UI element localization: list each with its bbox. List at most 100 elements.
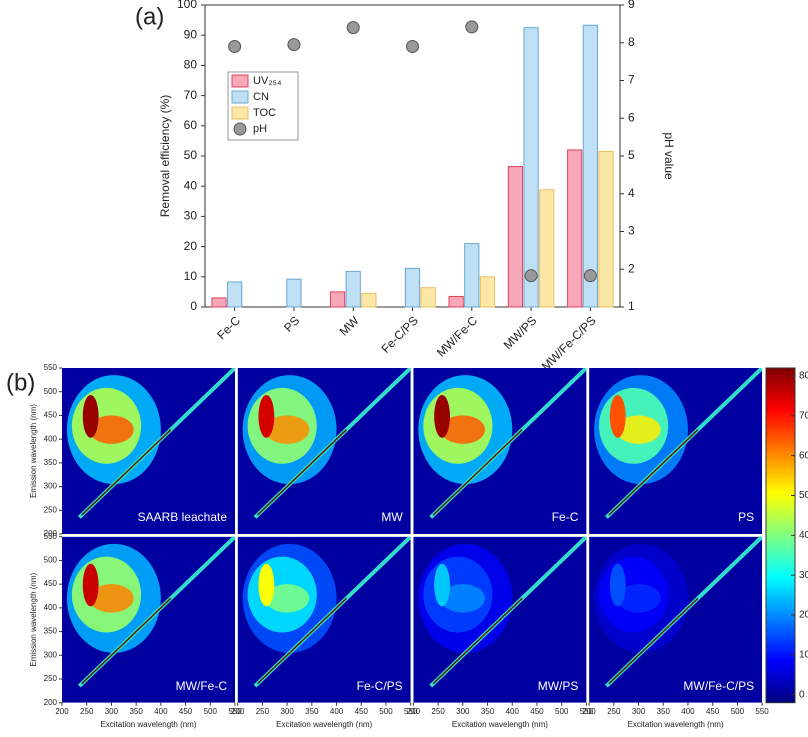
x-tick-label: 400 [681,707,695,716]
legend-label: pH [253,123,267,135]
contour-inner [264,584,310,613]
bar [211,297,227,308]
y2-tick-label: 1 [628,299,635,313]
legend-label: CN [253,91,269,103]
x-axis-label: Excitation wavelength (nm) [276,720,372,729]
bar [404,267,421,308]
scatter-core [608,429,699,516]
colorbar-tick-label: 600 [799,450,808,461]
scatter-core [256,597,347,685]
peak-blob [434,563,450,607]
y-tick-label: 0 [190,299,197,313]
panel-name: SAARB leachate [138,510,228,524]
x-axis-label: Excitation wavelength (nm) [100,720,196,729]
y2-tick-label: 4 [628,186,635,200]
y2-tick-label: 3 [628,224,635,238]
eem-panel [589,368,763,534]
x-tick-label: 350 [129,707,143,716]
legend-swatch [233,122,247,136]
colorbar-tick-label: 400 [799,530,808,541]
legend-swatch [231,90,249,104]
eem-panel [237,536,411,703]
peak-blob [434,395,450,438]
ph-point [228,40,242,54]
y-tick-label: 60 [184,118,198,132]
colorbar-tick-label: 200 [799,610,808,621]
y-tick-label: 500 [44,387,58,396]
bar [329,291,346,308]
x-tick-label: 250 [80,707,94,716]
x-tick-label: 250 [256,707,270,716]
bar [464,243,480,308]
y-tick-label: 90 [184,27,198,41]
panel-name: MW [381,510,403,524]
y-axis-label: Emission wavelength (nm) [29,404,38,498]
x-tick-label: 300 [456,707,470,716]
x-axis-label: Excitation wavelength (nm) [628,720,724,729]
x-tick-label: 350 [657,707,671,716]
y-axis-label: Removal efficiency (%) [158,95,172,217]
y-tick-label: 550 [44,363,58,372]
colorbar-tick-label: 700 [799,410,808,421]
colorbar-tick-label: 800 [799,371,808,382]
y2-tick-label: 8 [628,35,635,49]
colorbar-tick-label: 500 [799,490,808,501]
y2-tick-label: 6 [628,110,635,124]
scatter-core [432,429,523,516]
contour-inner [89,584,134,613]
y-tick-label: 400 [44,603,58,612]
x-tick-label: Fe-C [214,313,243,342]
x-tick-label: 550 [755,707,769,716]
y-tick-label: 450 [44,579,58,588]
bar [507,166,524,308]
x-tick-label: 400 [154,707,168,716]
colorbar-tick-label: 0 [799,689,805,700]
panel-name: Fe-C [552,510,579,524]
bar [448,295,464,308]
x-tick-label: 250 [431,707,445,716]
peak-blob [609,563,626,607]
contour-inner [616,584,661,613]
eem-panel [62,536,235,703]
y-tick-label: 50 [184,148,198,162]
panel-name: MW/PS [538,679,579,693]
peak-blob [258,563,275,607]
ph-point [524,269,538,283]
y-tick-label: 80 [184,58,198,72]
x-tick-label: 200 [582,707,596,716]
bar [361,292,377,308]
panel-label: (b) [6,369,35,396]
y2-tick-label: 9 [628,0,635,11]
scatter-core [81,429,172,516]
contour-inner [440,584,486,613]
x-tick-label: MW/Fe-C [434,313,480,359]
panel-name: MW/Fe-C [176,679,228,693]
x-axis-label: Excitation wavelength (nm) [452,720,548,729]
x-tick-label: 300 [632,707,646,716]
bar [598,150,614,308]
y-tick-label: 550 [44,532,58,541]
x-tick-label: Fe-C/PS [378,313,420,355]
x-tick-label: 400 [506,707,520,716]
x-tick-label: MW/PS [501,313,540,352]
y-tick-label: 400 [44,434,58,443]
x-tick-label: 500 [204,707,218,716]
legend-swatch [231,74,249,88]
colorbar [765,367,796,704]
scatter-core [81,597,172,685]
x-tick-label: PS [281,313,302,334]
y2-tick-label: 5 [628,148,635,162]
ph-point [346,21,360,35]
y-tick-label: 20 [184,239,198,253]
legend-swatch [231,106,249,120]
x-tick-label: 200 [55,707,69,716]
eem-panel [413,368,587,534]
contour-inner [89,415,134,444]
y-tick-label: 300 [44,482,58,491]
peak-blob [609,395,626,438]
y2-axis-label: pH value [662,132,676,180]
bar [420,287,436,308]
contour-inner [616,415,661,444]
scatter-core [608,597,699,685]
